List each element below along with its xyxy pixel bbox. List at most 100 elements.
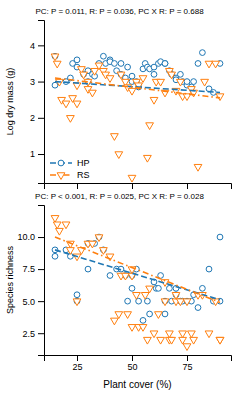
point [183,344,191,351]
point [206,266,212,272]
point [139,76,147,83]
point [67,116,75,123]
y-tick-label: 2.5 [22,329,35,339]
y-tick: 1 [30,149,44,159]
fit-line [55,78,220,98]
y-tick-mark [38,269,44,270]
y-tick: 10.0 [17,232,44,242]
y-tick: 2 [30,113,44,123]
point [129,73,135,79]
point [184,79,190,85]
legend-item: HP [50,158,90,168]
y-axis-title: Species richness [5,245,15,314]
point [156,285,162,291]
point [53,222,61,229]
x-tick [132,183,133,189]
point [195,61,201,67]
y-tick-label: 4 [30,41,35,51]
point [51,54,59,61]
point [89,90,97,97]
point [62,222,70,229]
point [115,152,123,159]
y-axis-title: Log dry mass (g) [5,68,15,136]
y-tick-mark [38,154,44,155]
point [162,61,168,67]
point [112,61,118,67]
y-tick-mark [38,237,44,238]
point [146,286,154,293]
point [200,50,206,56]
point [150,331,158,338]
point [95,235,103,242]
point [124,312,132,319]
point [128,325,136,332]
y-tick-mark [38,118,44,119]
point [183,299,191,306]
point [166,331,174,338]
point [140,318,146,324]
point [107,273,113,279]
point [177,79,185,86]
point [144,337,152,344]
point [161,299,169,306]
point [125,64,131,70]
x-tick-mark [132,355,133,361]
point [190,337,198,344]
annotation: PC: P < 0.001, R: P = 0.025, PC X R: P =… [35,192,204,201]
point [205,61,213,68]
legend-item: RS [50,170,90,180]
point [52,82,58,88]
x-tick-mark [187,355,188,361]
fit-line [55,237,220,302]
legend-label: RS [77,170,90,180]
point [151,71,157,77]
point [133,293,141,300]
point [195,305,201,311]
y-tick: 2.5 [22,329,44,339]
point [205,331,213,338]
point [172,293,180,300]
point [191,79,197,85]
point [168,72,176,79]
point [216,337,224,344]
y-tick-label: 2 [30,113,35,123]
chart: 1234HPRSPC: P = 0.011, R: P = 0.036, PC … [0,0,239,400]
y-axis: 1 2 3 4 [30,21,45,184]
y-tick: 4 [30,41,44,51]
y-tick-mark [38,45,44,46]
point [217,234,223,240]
point [157,337,165,344]
point [212,61,220,68]
y-tick: 5.0 [22,297,44,307]
point [179,331,187,338]
point [56,228,64,235]
point [52,253,58,259]
y-axis: 2.55.07.510.0 [17,206,44,356]
point [146,123,154,130]
point [177,299,185,306]
point [141,293,149,300]
point [115,312,123,319]
y-tick-label: 3 [30,77,35,87]
plot-area [51,216,224,351]
point [144,155,152,162]
point [168,337,176,344]
point [194,164,202,171]
point [101,53,107,59]
point [188,331,196,338]
point [150,97,158,104]
point [106,76,114,83]
point [155,312,163,319]
point [73,299,81,306]
point [117,72,125,79]
point [118,61,124,67]
x-tick: 50 [127,355,137,372]
x-tick: 25 [72,355,82,372]
point [147,311,153,317]
point [91,68,99,75]
legend-marker [57,173,65,180]
y-tick-mark [38,301,44,302]
x-tick-label: 25 [72,362,82,372]
y-tick-label: 1 [30,149,35,159]
point [73,83,81,90]
